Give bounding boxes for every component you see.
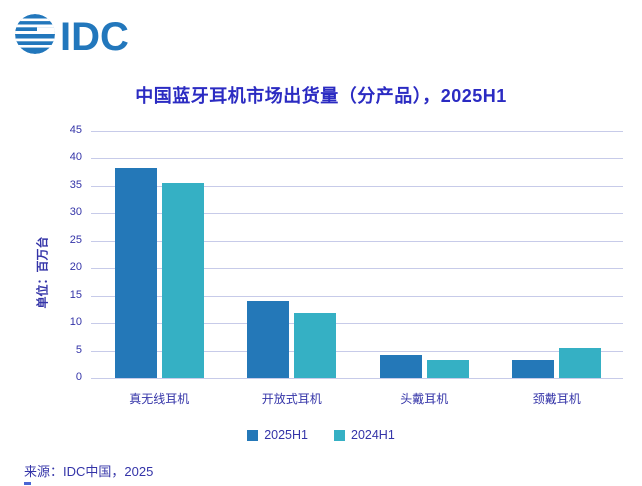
- gridline-10: [91, 323, 623, 325]
- idc-logo-text: IDC: [60, 15, 129, 56]
- y-tick-label-10: 10: [69, 316, 82, 329]
- x-axis-labels: 真无线耳机 开放式耳机 头戴耳机 颈戴耳机: [93, 390, 623, 408]
- x-axis-label-开放式耳机: 开放式耳机: [261, 392, 322, 406]
- legend-item-2025H1: 2025H1: [247, 428, 308, 442]
- x-axis-label-头戴耳机: 头戴耳机: [400, 392, 449, 406]
- bar-2025H1-真无线耳机: [114, 168, 157, 378]
- gridline-5: [91, 350, 623, 352]
- gridline-0: [91, 378, 623, 379]
- source-note: 来源：IDC中国，2025: [24, 464, 154, 479]
- chart-title: 中国蓝牙耳机市场出货量（分产品），2025H1: [135, 86, 507, 106]
- legend-label: 2024H1: [351, 428, 395, 442]
- corner-artifact-mark: [24, 482, 31, 485]
- y-tick-label-15: 15: [69, 288, 82, 301]
- gridline-40: [91, 158, 623, 160]
- bar-2024H1-开放式耳机: [294, 313, 337, 378]
- y-tick-label-25: 25: [69, 233, 82, 246]
- gridline-15: [91, 295, 623, 297]
- gridline-25: [91, 240, 623, 242]
- legend-swatch-icon: [247, 429, 259, 441]
- x-axis-label-颈戴耳机: 颈戴耳机: [532, 392, 581, 406]
- legend-swatch-icon: [334, 429, 345, 441]
- legend-label: 2025H1: [264, 428, 308, 442]
- y-tick-label-35: 35: [69, 178, 82, 191]
- bar-2024H1-头戴耳机: [426, 360, 469, 378]
- idc-logo: IDC: [14, 12, 164, 59]
- x-axis-label-真无线耳机: 真无线耳机: [129, 392, 190, 406]
- gridline-35: [91, 185, 623, 187]
- y-tick-label-40: 40: [69, 151, 82, 164]
- legend: 2025H1 2024H1: [0, 428, 642, 442]
- y-tick-label-45: 45: [69, 124, 82, 136]
- y-tick-label-30: 30: [69, 206, 82, 219]
- y-tick-label-5: 5: [75, 343, 82, 356]
- bar-2024H1-真无线耳机: [161, 182, 204, 378]
- bar-2024H1-颈戴耳机: [559, 347, 602, 378]
- gridline-30: [91, 213, 623, 215]
- gridline-45: [91, 131, 623, 132]
- gridline-20: [91, 268, 623, 270]
- plot-area: [91, 131, 623, 379]
- bar-2025H1-颈戴耳机: [512, 359, 555, 378]
- y-tick-label-20: 20: [69, 261, 82, 274]
- y-tick-label-0: 0: [75, 371, 82, 383]
- idc-globe-icon: IDC: [15, 14, 129, 59]
- bar-2025H1-头戴耳机: [379, 354, 422, 378]
- bar-2025H1-开放式耳机: [247, 301, 290, 378]
- legend-item-2024H1: 2024H1: [334, 428, 395, 442]
